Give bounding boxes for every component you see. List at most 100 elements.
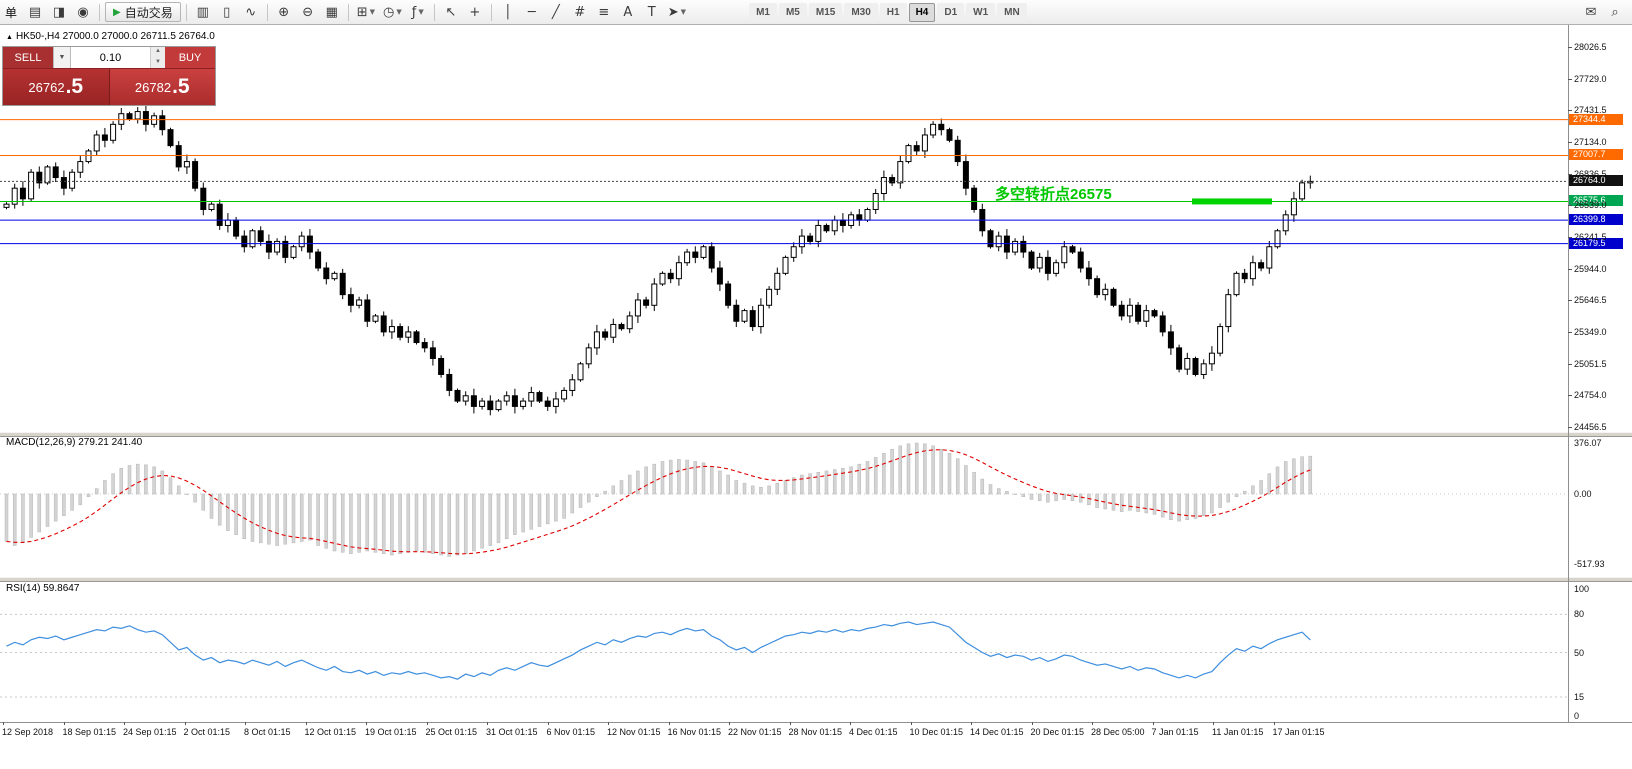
time-axis-label: 31 Oct 01:15 (486, 727, 538, 737)
price-axis-label: 27431.5 (1574, 105, 1607, 116)
time-axis-tick (184, 722, 186, 725)
sell-button[interactable]: SELL (3, 47, 53, 68)
text-button[interactable]: A (617, 2, 639, 22)
panel-splitter-rsi[interactable] (0, 577, 1632, 582)
indicators-button-caret[interactable]: ▼ (418, 8, 424, 16)
rsi-panel (0, 613, 1568, 698)
rsi-line (6, 621, 1311, 680)
zoom-in-button[interactable]: ⊕ (273, 2, 295, 22)
price-axis-border (1568, 25, 1569, 722)
volume-stepper: ▲ ▼ (71, 47, 165, 68)
crosshair-button[interactable]: + (464, 2, 486, 22)
indicators-button[interactable]: ƒ ▼ (407, 2, 429, 22)
rsi-label: RSI(14) 59.8647 (6, 583, 80, 594)
timeframe-h4[interactable]: H4 (908, 2, 936, 22)
sell-price[interactable]: 26762 .5 (3, 69, 110, 105)
price-axis-tick (1568, 427, 1572, 428)
buy-price[interactable]: 26782 .5 (109, 69, 215, 105)
rsi-axis-label: 100 (1574, 584, 1590, 594)
chat-button[interactable]: ✉ (1580, 2, 1602, 22)
toolbar-separator (347, 3, 349, 21)
fibonacci-button[interactable]: ≡ (593, 2, 615, 22)
time-axis-tick (63, 722, 65, 725)
time-axis-tick (305, 722, 307, 725)
price-axis-label: 26539.0 (1574, 200, 1607, 211)
tile-windows-button[interactable]: ▦ (321, 2, 343, 22)
timeframe-mn[interactable]: MN (997, 2, 1027, 22)
time-axis-label: 4 Dec 01:15 (849, 727, 898, 737)
time-axis-border (0, 722, 1632, 723)
time-axis-label: 12 Sep 2018 (2, 727, 54, 737)
arrows-button-caret[interactable]: ▼ (680, 8, 687, 16)
price-axis-label: 26836.5 (1574, 168, 1607, 179)
timeframe-m5[interactable]: M5 (778, 2, 807, 22)
price-axis-label: 25646.5 (1574, 295, 1607, 306)
volume-increase-button[interactable]: ▲ (151, 47, 165, 58)
horizontal-line-button[interactable]: ─ (521, 2, 543, 22)
time-axis-tick (366, 722, 367, 725)
search-button[interactable]: ⌕ (1604, 2, 1626, 22)
horizontal-level-lines[interactable] (0, 119, 1568, 245)
line-chart-button[interactable]: ∿ (240, 2, 262, 22)
time-axis-label: 10 Dec 01:15 (909, 727, 964, 737)
navigator-button[interactable]: ◉ (72, 2, 94, 22)
macd-axis-label: 0.00 (1574, 489, 1592, 499)
arrows-button[interactable]: ➤ ▼ (665, 2, 689, 22)
bar-chart-button[interactable]: ▥ (192, 2, 214, 22)
price-axis-tick (1568, 78, 1572, 80)
new-chart-button[interactable]: ⊞ ▼ (354, 2, 378, 22)
volume-dropdown-button[interactable]: ▼ (53, 47, 71, 68)
annotation-text[interactable]: 多空转折点26575 (995, 186, 1112, 204)
buy-button[interactable]: BUY (165, 47, 215, 68)
time-axis-label: 6 Nov 01:15 (546, 727, 596, 737)
buy-price-big-digit: .5 (172, 75, 190, 98)
candlestick-chart-button[interactable]: ▯ (216, 2, 238, 22)
toolbar-separator (433, 3, 435, 21)
label-button[interactable]: T (641, 2, 663, 22)
time-axis-tick (3, 722, 4, 725)
time-axis-label: 12 Oct 01:15 (304, 727, 357, 737)
channel-button[interactable]: # (569, 2, 591, 22)
panel-splitter-macd[interactable] (0, 432, 1632, 437)
volume-decrease-button[interactable]: ▼ (151, 57, 165, 68)
price-axis-tick (1568, 142, 1572, 143)
vertical-line-button[interactable]: │ (497, 2, 519, 22)
rsi-axis-label: 15 (1574, 691, 1585, 702)
time-axis-tick (1092, 722, 1093, 725)
time-axis-tick (668, 722, 670, 725)
profiles-button[interactable]: ◷ ▼ (380, 2, 405, 22)
price-axis-tick (1568, 300, 1572, 302)
price-axis-tick (1568, 237, 1572, 238)
one-click-trading-panel: SELL ▼ ▲ ▼ BUY 26762 .5 26782 (3, 47, 215, 105)
time-axis-tick (608, 722, 609, 725)
timeframe-d1[interactable]: D1 (937, 2, 965, 22)
zoom-out-button[interactable]: ⊖ (297, 2, 319, 22)
new-order-button[interactable]: ▤ (24, 2, 46, 22)
time-axis-label: 25 Oct 01:15 (425, 727, 478, 737)
timeframe-w1[interactable]: W1 (966, 2, 996, 22)
chart-ohlc-header: ▲ HK50-,H4 27000.0 27000.0 26711.5 26764.… (6, 31, 215, 42)
time-axis-tick (789, 722, 791, 725)
price-tag-26179.5: 26179.5 (1569, 237, 1623, 249)
price-axis-label: 25349.0 (1574, 327, 1607, 337)
time-axis-tick (850, 722, 851, 725)
market-watch-button[interactable]: ◨ (48, 2, 70, 22)
time-axis-tick (426, 722, 428, 725)
time-axis-label: 28 Nov 01:15 (788, 727, 843, 737)
price-axis-label: 28026.5 (1574, 42, 1607, 52)
timeframe-m1[interactable]: M1 (749, 2, 777, 22)
timeframe-m15[interactable]: M15 (808, 2, 843, 22)
orders-menu-label[interactable]: 单 (5, 5, 18, 20)
sell-price-big-digit: .5 (65, 75, 84, 98)
autotrading-button[interactable]: ▶ 自动交易 (105, 2, 181, 22)
timeframe-h1[interactable]: H1 (879, 2, 907, 22)
new-chart-button-caret[interactable]: ▼ (369, 8, 376, 16)
rsi-axis-label: 0 (1574, 711, 1580, 721)
cursor-button[interactable]: ↖ (440, 2, 462, 22)
trendline-button[interactable]: ╱ (545, 2, 567, 22)
timeframe-m30[interactable]: M30 (844, 2, 878, 22)
volume-input[interactable] (71, 47, 150, 68)
profiles-button-caret[interactable]: ▼ (396, 8, 402, 16)
